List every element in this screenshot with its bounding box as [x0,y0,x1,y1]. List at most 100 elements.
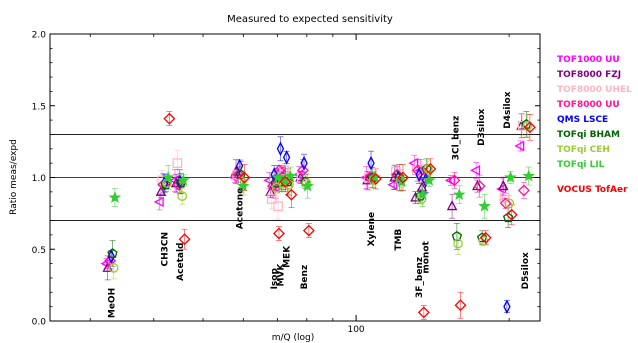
y-tick-label: 1.0 [32,174,47,184]
data-point [446,200,458,211]
data-point [160,179,171,190]
data-point [236,179,250,192]
data-point [478,199,491,212]
data-point [448,174,461,187]
data-point [423,164,433,174]
data-point [454,299,467,312]
data-point [266,194,277,204]
data-point [285,188,298,201]
data-point [270,167,278,182]
data-point [238,171,251,184]
data-point [476,232,488,243]
data-point [153,196,164,208]
error-bars [103,111,533,320]
data-point [279,175,292,188]
legend-entry: TOFqi CEH [557,145,610,155]
compound-label: MeOH [107,288,117,318]
data-point [155,185,167,196]
data-point [161,170,175,183]
legend-entry: TOF8000 UU [557,100,620,110]
data-point [505,208,518,221]
chart-title: Measured to expected sensitivity [227,14,393,25]
data-point [235,158,244,174]
data-point [397,171,409,184]
data-point [367,155,375,171]
data-point [178,233,191,246]
compound-label: D4silox [503,91,513,128]
data-point [369,172,382,185]
compound-label: Xylene [367,212,377,247]
data-point [271,170,285,183]
data-point [473,180,486,193]
x-tick-label: 100 [347,325,364,335]
compound-label: monot [422,240,432,273]
data-point [108,263,119,273]
data-point [523,121,536,134]
data-point [107,248,118,258]
compound-label: Acetone [236,188,246,229]
compound-label: MEK [283,245,293,268]
data-point [522,169,535,182]
legend-entry: TOF1000 UU [557,55,620,65]
data-point [470,165,481,176]
compound-label: D5silox [521,252,531,289]
data-point [479,231,492,244]
legend-entry: TOFqi LIL [557,160,605,170]
data-point [502,212,514,223]
y-tick-label: 2.0 [32,31,47,41]
data-point [301,179,314,192]
data-point [387,179,398,190]
y-tick-label: 0.0 [32,318,47,328]
data-point [276,141,285,157]
legend-entry: TOFqi BHAM [557,130,620,140]
data-point [296,164,309,177]
reference-lines [50,134,540,221]
compound-label: CH3CN [161,232,171,267]
legend-entry: VOCUS TofAer [557,185,628,195]
data-markers [100,112,536,319]
data-point [514,140,525,152]
compound-label: TMB [394,229,404,251]
data-point [283,169,297,182]
y-tick-label: 0.5 [32,246,46,256]
data-point [499,192,510,203]
compound-label: D3silox [477,108,487,145]
data-point [282,150,291,165]
compound-label: 3Cl_benz [452,116,462,161]
compound-label: Benz [300,265,310,290]
data-point [453,238,463,249]
data-point [499,197,512,210]
data-point [417,306,430,319]
data-point [444,175,455,186]
compound-label: Acetald [176,243,186,281]
y-axis-label: Ratio meas/expd [9,139,19,215]
data-point [408,157,419,169]
data-point [273,227,285,240]
data-point [498,180,509,191]
data-point [230,165,242,176]
data-point [302,224,315,237]
compound-label: Isop [270,268,280,290]
legend-entry: TOF8000 UHEL [557,85,632,95]
data-point [177,191,188,202]
compound-label: 3F_benz [415,257,425,298]
data-point [172,158,183,168]
data-point [411,164,424,177]
data-point [273,201,283,212]
data-point [504,198,515,209]
data-point [422,173,436,186]
compound-label: MVK [276,263,286,287]
data-point [108,190,122,203]
data-point [267,180,279,193]
data-point [177,173,190,186]
legend-entry: QMS LSCE [557,115,608,125]
y-tick-label: 1.5 [32,102,46,112]
x-axis-label: m/Q (log) [272,333,315,343]
data-point [415,167,423,182]
data-point [416,188,429,201]
x-axis: 100 [89,34,510,335]
data-point [504,170,517,183]
legend-entry: TOF8000 FZJ [557,70,621,80]
